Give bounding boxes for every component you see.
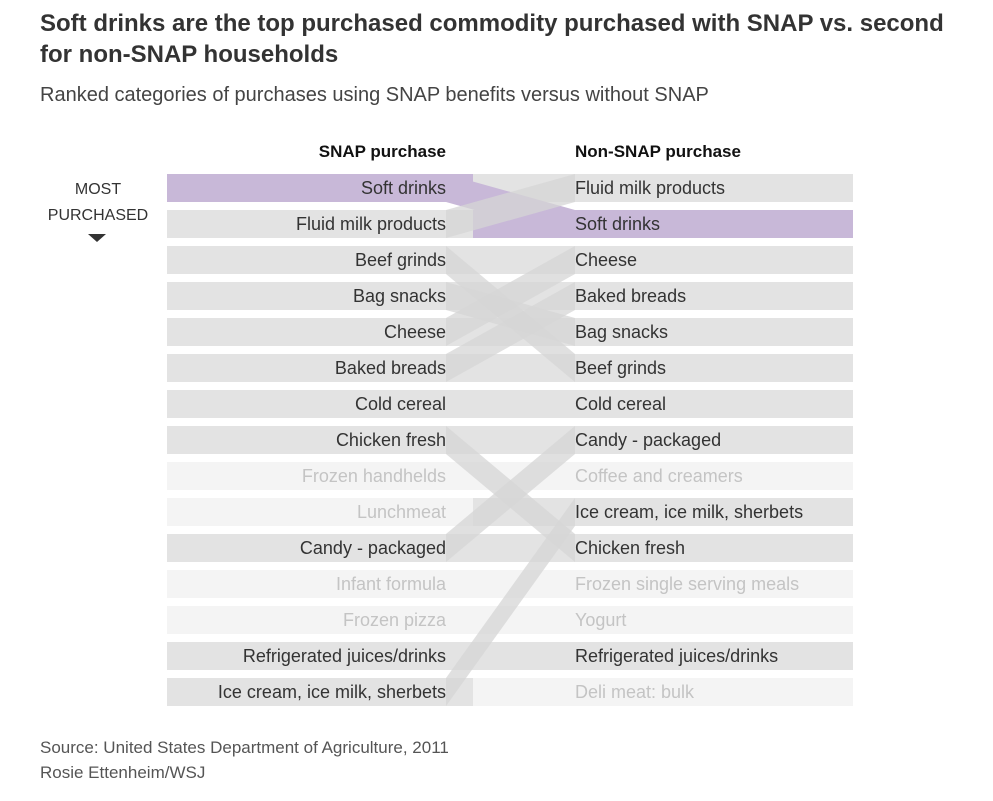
non-snap-label-frozen-single-serving-meals: Frozen single serving meals xyxy=(575,574,799,594)
snap-label-frozen-handhelds: Frozen handhelds xyxy=(302,466,446,486)
chart-title: Soft drinks are the top purchased commod… xyxy=(40,10,944,68)
non-snap-bar-yogurt xyxy=(473,606,853,634)
most-purchased-label: MOST PURCHASED xyxy=(47,181,149,224)
snap-column-header: SNAP purchase xyxy=(318,142,446,161)
non-snap-label-refrigerated-juices-drinks: Refrigerated juices/drinks xyxy=(575,646,778,666)
snap-bar-frozen-handhelds xyxy=(167,462,473,490)
non-snap-label-cheese: Cheese xyxy=(575,250,637,270)
non-snap-label-baked-breads: Baked breads xyxy=(575,286,686,306)
source-text: Source: United States Department of Agri… xyxy=(40,738,449,757)
snap-bar-chicken-fresh xyxy=(167,426,473,454)
snap-label-candy-packaged: Candy - packaged xyxy=(300,538,446,558)
non-snap-bar-candy-packaged xyxy=(473,426,853,454)
credit-text: Rosie Ettenheim/WSJ xyxy=(40,763,206,782)
non-snap-bar-beef-grinds xyxy=(473,354,853,382)
non-snap-label-soft-drinks: Soft drinks xyxy=(575,214,660,234)
link-fluid-milk-products xyxy=(446,174,575,238)
snap-label-cheese: Cheese xyxy=(384,322,446,342)
snap-bar-cheese xyxy=(167,318,473,346)
snap-bar-ice-cream-ice-milk-sherbets xyxy=(167,678,473,706)
link-cheese xyxy=(446,246,575,346)
link-ice-cream-ice-milk-sherbets xyxy=(446,498,575,706)
snap-bar-soft-drinks xyxy=(167,174,473,202)
non-snap-column-header: Non-SNAP purchase xyxy=(575,142,741,161)
non-snap-label-beef-grinds: Beef grinds xyxy=(575,358,666,378)
bars-layer xyxy=(167,174,853,706)
non-snap-label-deli-meat-bulk: Deli meat: bulk xyxy=(575,682,695,702)
link-candy-packaged xyxy=(446,426,575,562)
snap-bar-refrigerated-juices-drinks xyxy=(167,642,473,670)
snap-bar-candy-packaged xyxy=(167,534,473,562)
snap-label-cold-cereal: Cold cereal xyxy=(355,394,446,414)
snap-label-ice-cream-ice-milk-sherbets: Ice cream, ice milk, sherbets xyxy=(218,682,446,702)
non-snap-label-chicken-fresh: Chicken fresh xyxy=(575,538,685,558)
links-layer xyxy=(446,174,575,706)
non-snap-label-cold-cereal: Cold cereal xyxy=(575,394,666,414)
link-bag-snacks xyxy=(446,282,575,346)
snap-bar-infant-formula xyxy=(167,570,473,598)
labels-layer: Soft drinks Fluid milk products Beef grind… xyxy=(218,178,803,702)
snap-bar-fluid-milk-products xyxy=(167,210,473,238)
snap-bar-frozen-pizza xyxy=(167,606,473,634)
snap-label-bag-snacks: Bag snacks xyxy=(353,286,446,306)
snap-label-refrigerated-juices-drinks: Refrigerated juices/drinks xyxy=(243,646,446,666)
non-snap-label-candy-packaged: Candy - packaged xyxy=(575,430,721,450)
non-snap-label-bag-snacks: Bag snacks xyxy=(575,322,668,342)
down-arrow-icon xyxy=(88,234,106,242)
snap-bar-beef-grinds xyxy=(167,246,473,274)
non-snap-bar-cheese xyxy=(473,246,853,274)
snap-bar-lunchmeat xyxy=(167,498,473,526)
snap-bar-baked-breads xyxy=(167,354,473,382)
snap-label-soft-drinks: Soft drinks xyxy=(361,178,446,198)
non-snap-bar-refrigerated-juices-drinks xyxy=(473,642,853,670)
snap-bar-cold-cereal xyxy=(167,390,473,418)
chart-subtitle: Ranked categories of purchases using SNA… xyxy=(40,84,709,106)
snap-bar-bag-snacks xyxy=(167,282,473,310)
non-snap-bar-cold-cereal xyxy=(473,390,853,418)
snap-label-beef-grinds: Beef grinds xyxy=(355,250,446,270)
non-snap-label-ice-cream-ice-milk-sherbets: Ice cream, ice milk, sherbets xyxy=(575,502,803,522)
snap-label-frozen-pizza: Frozen pizza xyxy=(343,610,447,630)
link-baked-breads xyxy=(446,282,575,382)
snap-label-fluid-milk-products: Fluid milk products xyxy=(296,214,446,234)
snap-label-lunchmeat: Lunchmeat xyxy=(357,502,446,522)
non-snap-label-coffee-and-creamers: Coffee and creamers xyxy=(575,466,743,486)
source-note: Source: United States Department of Agri… xyxy=(40,735,449,785)
snap-label-infant-formula: Infant formula xyxy=(336,574,447,594)
snap-label-chicken-fresh: Chicken fresh xyxy=(336,430,446,450)
non-snap-label-yogurt: Yogurt xyxy=(575,610,626,630)
snap-label-baked-breads: Baked breads xyxy=(335,358,446,378)
non-snap-bar-deli-meat-bulk xyxy=(473,678,853,706)
non-snap-label-fluid-milk-products: Fluid milk products xyxy=(575,178,725,198)
